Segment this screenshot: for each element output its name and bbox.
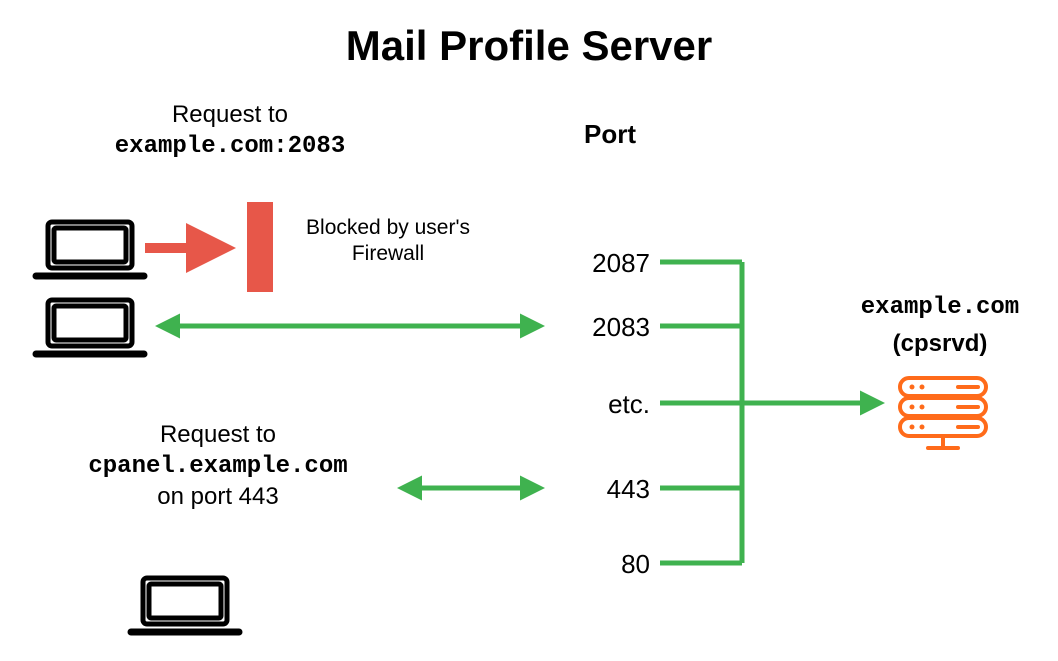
- server-line2: (cpsrvd): [893, 329, 988, 359]
- server-label: example.com (cpsrvd): [830, 291, 1050, 359]
- blocked-line1: Blocked by user's: [306, 216, 470, 239]
- firewall-block: [247, 202, 273, 292]
- port-bracket: [660, 262, 742, 563]
- port-80: 80: [540, 548, 650, 581]
- port-etc: etc.: [540, 388, 650, 421]
- page-title: Mail Profile Server: [0, 22, 1058, 70]
- request1-label: Request to example.com:2083: [90, 100, 370, 162]
- request2-line3: on port 443: [157, 483, 278, 510]
- request1-line1: Request to: [172, 101, 288, 128]
- port-2083: 2083: [540, 311, 650, 344]
- server-line1: example.com: [861, 294, 1019, 321]
- laptop-icon-3: [131, 578, 239, 632]
- port-443: 443: [540, 473, 650, 506]
- request2-line2: cpanel.example.com: [88, 453, 347, 480]
- request1-line2: example.com:2083: [115, 133, 345, 160]
- blocked-line2: Firewall: [352, 242, 424, 265]
- request2-label: Request to cpanel.example.com on port 44…: [58, 420, 378, 512]
- port-2087: 2087: [540, 247, 650, 280]
- request2-line1: Request to: [160, 421, 276, 448]
- blocked-label: Blocked by user's Firewall: [288, 215, 488, 268]
- server-icon: [900, 378, 986, 448]
- laptop-icon-1: [36, 222, 144, 276]
- laptop-icon-2: [36, 300, 144, 354]
- port-header: Port: [560, 118, 660, 151]
